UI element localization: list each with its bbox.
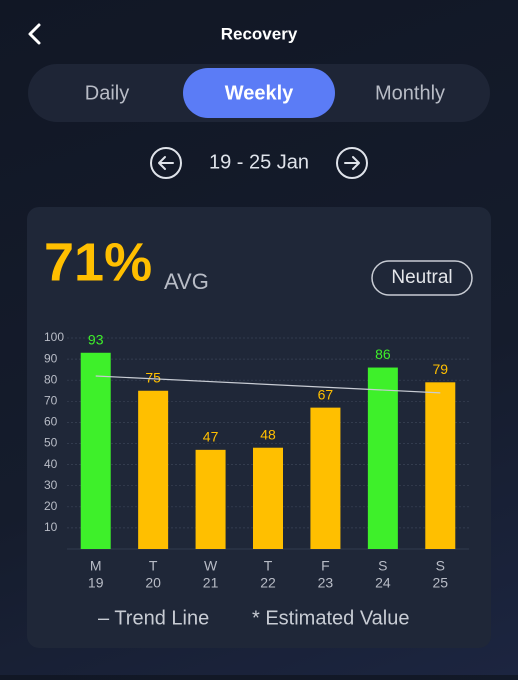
- status-badge: [371, 260, 473, 296]
- bar: [138, 390, 169, 549]
- bar: [195, 449, 226, 549]
- value-label: 93: [88, 331, 104, 347]
- prev-button[interactable]: [150, 147, 182, 179]
- next-button[interactable]: [336, 147, 368, 179]
- x-tick-date: 19: [88, 575, 104, 591]
- tab[interactable]: Daily: [85, 82, 129, 104]
- x-tick-label: T: [264, 558, 273, 574]
- bar: [367, 367, 398, 549]
- value-label: 48: [260, 426, 276, 442]
- value-label: 79: [432, 361, 448, 377]
- active-tab: [183, 68, 335, 118]
- y-tick-label: 70: [44, 393, 58, 407]
- bar: [425, 382, 456, 549]
- avg-label: AVG: [164, 269, 209, 294]
- trend-line: [95, 375, 441, 394]
- value-label: 47: [203, 429, 219, 445]
- screen-title: Recovery: [221, 24, 298, 43]
- y-tick-label: 80: [44, 372, 58, 386]
- y-tick-label: 60: [44, 415, 58, 429]
- x-tick-label: S: [378, 558, 387, 574]
- legend-item: – Trend Line: [98, 607, 209, 629]
- y-tick-label: 90: [44, 351, 58, 365]
- avg-value: 71%: [44, 232, 152, 292]
- value-label: 86: [375, 346, 391, 362]
- bar: [310, 407, 341, 549]
- x-tick-label: T: [149, 558, 158, 574]
- legend-item: * Estimated Value: [252, 607, 410, 629]
- value-label: 67: [318, 386, 334, 402]
- y-tick-label: 40: [44, 457, 58, 471]
- back-button[interactable]: [28, 23, 41, 45]
- x-tick-date: 23: [318, 575, 334, 591]
- x-tick-label: F: [321, 558, 330, 574]
- value-label: 75: [145, 369, 161, 385]
- x-tick-date: 21: [203, 575, 219, 591]
- bar: [253, 447, 283, 549]
- x-tick-label: M: [90, 558, 102, 574]
- y-tick-label: 20: [44, 499, 58, 513]
- tab[interactable]: Weekly: [225, 82, 294, 104]
- x-tick-date: 22: [260, 575, 276, 591]
- x-tick-date: 25: [432, 575, 448, 591]
- y-tick-label: 30: [44, 478, 58, 492]
- x-tick-date: 20: [145, 575, 161, 591]
- prev-arrow: [158, 156, 174, 170]
- y-tick-label: 10: [44, 520, 58, 534]
- x-tick-label: S: [436, 558, 445, 574]
- x-tick-date: 24: [375, 575, 391, 591]
- y-tick-label: 100: [44, 330, 64, 344]
- x-tick-label: W: [204, 558, 218, 574]
- tab[interactable]: Monthly: [375, 82, 445, 104]
- date-range: 19 - 25 Jan: [209, 151, 309, 173]
- next-arrow: [344, 156, 360, 170]
- status-text: Neutral: [391, 267, 452, 288]
- bar: [80, 352, 111, 549]
- y-tick-label: 50: [44, 436, 58, 450]
